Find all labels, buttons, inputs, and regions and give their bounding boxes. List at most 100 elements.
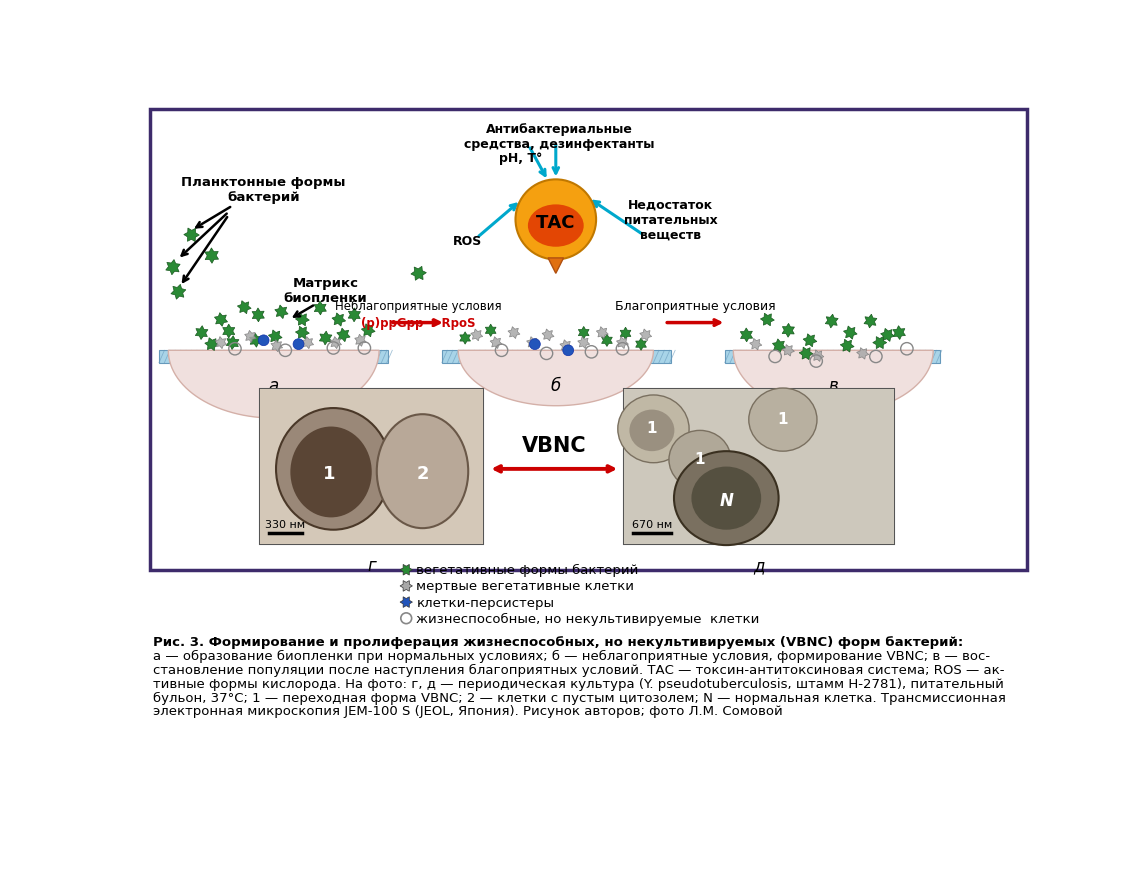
- Text: 330 нм: 330 нм: [265, 519, 305, 529]
- Ellipse shape: [629, 410, 674, 452]
- Polygon shape: [332, 314, 346, 327]
- Text: электронная микроскопия JEM-100 S (JEOL, Япония). Рисунок авторов; фото Л.М. Сом: электронная микроскопия JEM-100 S (JEOL,…: [153, 704, 783, 718]
- Text: 1: 1: [695, 451, 705, 466]
- Polygon shape: [507, 327, 520, 339]
- Polygon shape: [844, 327, 858, 340]
- Polygon shape: [315, 302, 326, 315]
- Text: вегетативные формы бактерий: вегетативные формы бактерий: [417, 563, 638, 577]
- Polygon shape: [840, 340, 854, 353]
- Bar: [160, 351, 388, 363]
- Polygon shape: [329, 338, 341, 349]
- Circle shape: [563, 346, 574, 356]
- Text: жизнеспособные, но некультивируемые  клетки: жизнеспособные, но некультивируемые клет…: [417, 612, 760, 626]
- Polygon shape: [639, 330, 652, 341]
- Polygon shape: [184, 229, 200, 243]
- Polygon shape: [269, 330, 282, 344]
- Polygon shape: [295, 327, 309, 339]
- Polygon shape: [527, 338, 538, 349]
- Polygon shape: [223, 325, 235, 338]
- Bar: [259, 389, 483, 545]
- Bar: [724, 351, 940, 363]
- Text: ROS: ROS: [452, 235, 482, 247]
- Text: б: б: [551, 377, 561, 395]
- Ellipse shape: [528, 206, 583, 247]
- Text: а: а: [269, 377, 279, 395]
- Polygon shape: [195, 326, 208, 340]
- Text: д: д: [753, 556, 765, 574]
- Text: Матрикс
биопленки: Матрикс биопленки: [284, 277, 367, 305]
- Polygon shape: [226, 337, 239, 350]
- Polygon shape: [169, 351, 379, 418]
- Bar: [625, 389, 893, 545]
- Circle shape: [258, 336, 269, 346]
- Polygon shape: [238, 301, 251, 315]
- Polygon shape: [171, 285, 186, 299]
- Polygon shape: [548, 259, 564, 274]
- Text: 2: 2: [417, 465, 428, 483]
- Polygon shape: [602, 335, 612, 347]
- Polygon shape: [579, 327, 589, 339]
- Text: 670 нм: 670 нм: [631, 519, 672, 529]
- Text: Неблагоприятные условия: Неблагоприятные условия: [334, 299, 502, 313]
- Polygon shape: [856, 348, 869, 360]
- Polygon shape: [734, 351, 933, 414]
- Polygon shape: [560, 340, 572, 353]
- Polygon shape: [616, 338, 628, 349]
- Polygon shape: [245, 331, 256, 343]
- Text: тивные формы кислорода. На фото: г, д — периодическая культура (Y. pseudotubercu: тивные формы кислорода. На фото: г, д — …: [153, 677, 1003, 690]
- Polygon shape: [458, 351, 653, 407]
- Polygon shape: [459, 332, 471, 345]
- Polygon shape: [825, 315, 838, 329]
- Polygon shape: [400, 581, 412, 592]
- Ellipse shape: [669, 431, 731, 489]
- Polygon shape: [271, 340, 282, 353]
- Polygon shape: [881, 329, 894, 342]
- Polygon shape: [400, 564, 412, 575]
- Polygon shape: [740, 329, 753, 343]
- Text: Планктонные формы
бактерий: Планктонные формы бактерий: [181, 175, 346, 204]
- Polygon shape: [355, 335, 366, 347]
- Polygon shape: [490, 338, 502, 349]
- Circle shape: [529, 339, 541, 350]
- Polygon shape: [302, 338, 313, 349]
- Polygon shape: [596, 327, 608, 339]
- Text: 1: 1: [324, 465, 335, 483]
- Polygon shape: [812, 351, 824, 362]
- Polygon shape: [165, 260, 180, 276]
- Polygon shape: [336, 329, 350, 342]
- Bar: [259, 389, 483, 545]
- Polygon shape: [400, 597, 412, 608]
- Polygon shape: [799, 347, 813, 361]
- Polygon shape: [542, 330, 554, 341]
- Bar: [625, 389, 893, 545]
- Text: г: г: [367, 556, 375, 574]
- Polygon shape: [348, 308, 360, 323]
- Text: 1: 1: [777, 411, 789, 426]
- Polygon shape: [782, 324, 794, 338]
- Text: Благоприятные условия: Благоприятные условия: [615, 299, 776, 313]
- Text: pH, T°: pH, T°: [499, 152, 543, 165]
- Text: а — образование биопленки при нормальных условиях; б — неблагоприятные условия, : а — образование биопленки при нормальных…: [153, 649, 990, 663]
- Bar: [442, 351, 670, 363]
- Text: N: N: [720, 491, 734, 509]
- Polygon shape: [893, 326, 906, 340]
- Text: 1: 1: [646, 420, 657, 435]
- Polygon shape: [577, 338, 590, 349]
- Polygon shape: [204, 249, 218, 264]
- Polygon shape: [872, 338, 886, 349]
- Polygon shape: [215, 314, 227, 327]
- Ellipse shape: [290, 427, 372, 517]
- Text: ТАС: ТАС: [536, 214, 575, 232]
- Polygon shape: [249, 334, 262, 348]
- Polygon shape: [295, 314, 309, 326]
- Polygon shape: [411, 267, 426, 281]
- Ellipse shape: [691, 467, 761, 530]
- Polygon shape: [362, 324, 375, 338]
- Polygon shape: [319, 331, 332, 346]
- Ellipse shape: [748, 389, 817, 452]
- Ellipse shape: [377, 415, 468, 529]
- Polygon shape: [471, 330, 483, 341]
- Circle shape: [515, 180, 596, 260]
- Ellipse shape: [674, 452, 778, 546]
- Polygon shape: [773, 339, 785, 354]
